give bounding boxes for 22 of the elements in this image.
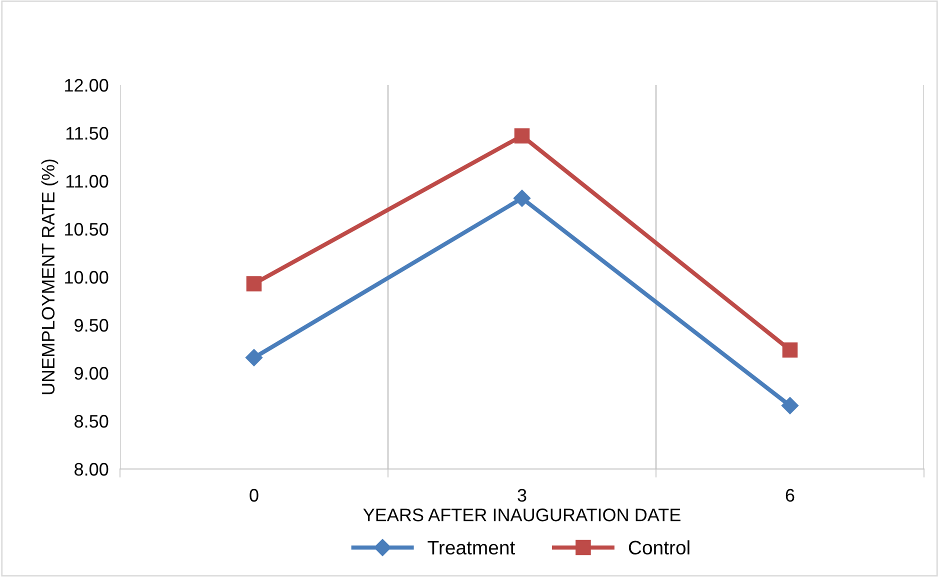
point <box>782 342 798 358</box>
legend-label: Control <box>628 540 690 555</box>
y-tick-label: 10.00 <box>65 270 108 284</box>
x-tick-label: 6 <box>786 488 794 502</box>
point <box>513 190 531 207</box>
point <box>781 397 799 414</box>
y-tick-label: 8.00 <box>74 462 108 476</box>
legend-label: Treatment <box>428 540 516 555</box>
x-tick-label: 3 <box>518 488 526 502</box>
y-tick-label: 8.50 <box>74 414 108 428</box>
point <box>246 276 262 292</box>
y-tick-label: 11.00 <box>66 174 108 188</box>
x-axis-title: YEARS AFTER INAUGURATION DATE <box>363 508 680 522</box>
point <box>514 128 530 144</box>
y-tick-label: 11.50 <box>66 126 108 140</box>
x-tick-label: 0 <box>250 488 258 502</box>
point <box>245 349 263 366</box>
y-tick-label: 9.00 <box>74 366 108 380</box>
y-tick-label: 9.50 <box>74 318 108 332</box>
y-tick-label: 10.50 <box>65 222 108 236</box>
y-tick-label: 12.00 <box>65 78 108 92</box>
y-axis-title: UNEMPLOYMENT RATE (%) <box>41 160 58 394</box>
